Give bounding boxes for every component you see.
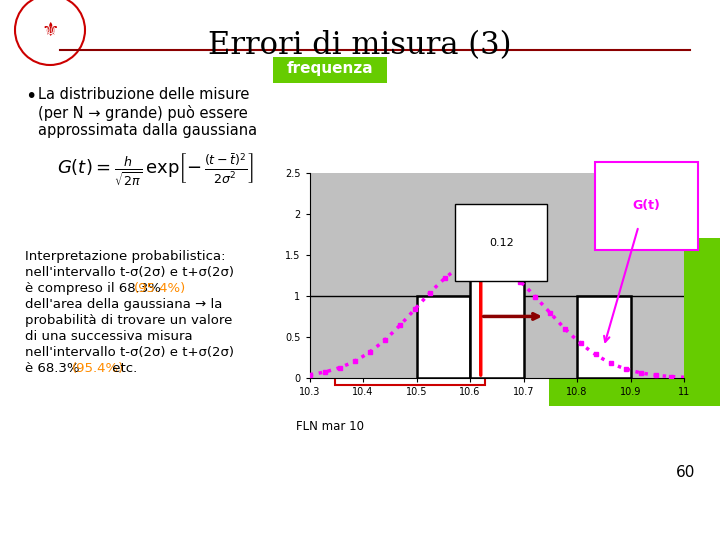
Text: Interpretazione probabilistica:: Interpretazione probabilistica: <box>25 250 225 263</box>
Text: ⚜: ⚜ <box>41 21 59 39</box>
Text: probabilità di trovare un valore: probabilità di trovare un valore <box>25 314 233 327</box>
Text: •: • <box>25 87 37 106</box>
Text: Errori di misura (3): Errori di misura (3) <box>208 30 512 61</box>
Bar <box>577 296 631 378</box>
Text: nell'intervallo t-σ(2σ) e t+σ(2σ): nell'intervallo t-σ(2σ) e t+σ(2σ) <box>25 266 234 279</box>
Bar <box>470 214 523 378</box>
Text: 10.62: 10.62 <box>390 315 430 329</box>
Text: (95.4%): (95.4%) <box>134 282 186 295</box>
FancyBboxPatch shape <box>273 57 387 83</box>
Text: 60: 60 <box>675 465 695 480</box>
Text: nell'intervallo t-σ(2σ) e t+σ(2σ): nell'intervallo t-σ(2σ) e t+σ(2σ) <box>25 346 234 359</box>
Text: $G(t) = \frac{h}{\sqrt{2\pi}}\, \exp\!\left[-\,\frac{(t-\bar{t})^2}{2\sigma^2}\r: $G(t) = \frac{h}{\sqrt{2\pi}}\, \exp\!\l… <box>56 151 253 188</box>
Text: etc.: etc. <box>108 362 138 375</box>
Text: dell'area della gaussiana → la: dell'area della gaussiana → la <box>25 298 222 311</box>
Text: è 68.3%: è 68.3% <box>25 362 88 375</box>
Text: è compreso il 68.3%: è compreso il 68.3% <box>25 282 169 295</box>
Text: La distribuzione delle misure
(per N → grande) può essere
approssimata dalla gau: La distribuzione delle misure (per N → g… <box>38 87 257 138</box>
Text: di una successiva misura: di una successiva misura <box>25 330 193 343</box>
Bar <box>417 296 470 378</box>
Text: Per la media l'intervallo
è t-(2)Δt e t+(2)Δt con lo
stesso significato: Per la media l'intervallo è t-(2)Δt e t+… <box>410 270 583 316</box>
Text: •: • <box>395 270 406 289</box>
Text: frequenza: frequenza <box>287 60 373 76</box>
Text: t(s): t(s) <box>625 314 655 329</box>
Text: t±2Δt: t±2Δt <box>410 335 455 349</box>
Text: (95.4%): (95.4%) <box>72 362 124 375</box>
Text: t±3Δt: t±3Δt <box>410 350 455 364</box>
Text: 0.12: 0.12 <box>489 238 513 247</box>
Text: P = 99.7%: P = 99.7% <box>480 350 553 364</box>
Text: P = 95.4%: P = 95.4% <box>480 335 553 349</box>
Text: G(t): G(t) <box>633 199 660 212</box>
Text: P = 68.3%: P = 68.3% <box>480 320 553 334</box>
Text: t±Δt: t±Δt <box>410 320 446 334</box>
Text: FLN mar 10: FLN mar 10 <box>296 420 364 433</box>
